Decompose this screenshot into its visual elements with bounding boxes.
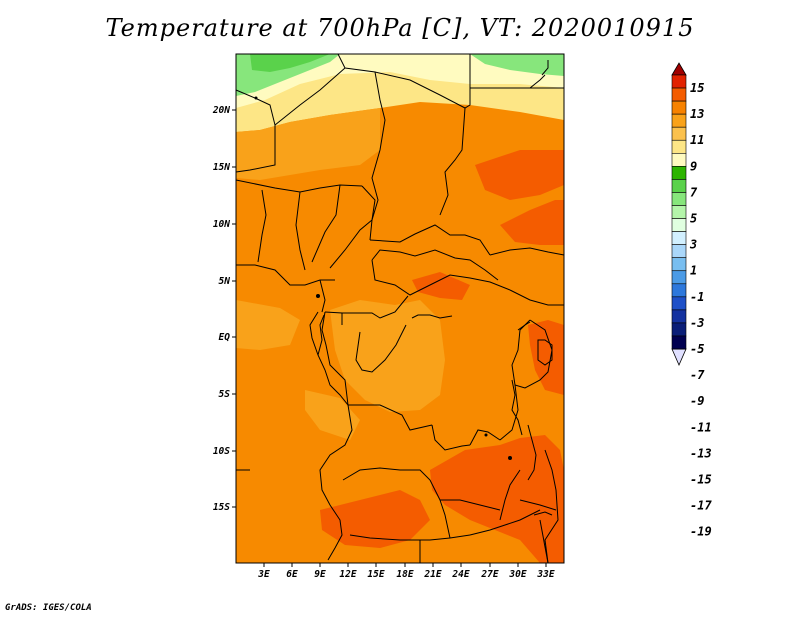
warm-patch-south-east (430, 435, 564, 563)
lat-tick-label: 10S (213, 446, 230, 457)
lon-tick-label: 33E (536, 569, 554, 580)
longitude-axis: 3E 6E 9E 12E 15E 18E 21E 24E 27E 30E 33E (257, 563, 555, 580)
warm-patch-south-central (320, 490, 430, 548)
warm-patch-sudan (475, 150, 564, 200)
warm-patch-ethiopia (500, 200, 564, 245)
colorbar-swatch (671, 218, 687, 232)
warm-patch-central (412, 272, 470, 300)
lat-tick-label: 10N (213, 219, 230, 230)
lon-tick-label: 3E (257, 569, 270, 580)
lighter-field-west-africa (236, 108, 380, 180)
colorbar-label: -19 (690, 525, 712, 539)
lon-tick-label: 9E (314, 569, 326, 580)
warm-patch-east-africa (528, 320, 564, 395)
colorbar-label: -7 (690, 368, 705, 382)
colorbar-label: 7 (690, 185, 698, 199)
colorbar-label: 1 (690, 264, 697, 278)
colorbar-label: -17 (690, 499, 712, 513)
lat-tick-label: 20N (212, 105, 230, 116)
colorbar-top-arrow (671, 62, 687, 76)
colorbar: 15 13 11 9 7 5 3 1 -1 -3 -5 -7 -9 -11 -13 -15 -17 -19 (671, 62, 712, 539)
colorbar-swatch (671, 192, 687, 206)
green-band-northeast (470, 54, 564, 76)
colorbar-swatch (671, 244, 687, 258)
map-frame (235, 53, 565, 564)
lon-tick-label: 30E (508, 569, 526, 580)
colorbar-label: -13 (690, 446, 712, 460)
lon-tick-label: 12E (339, 569, 356, 580)
colorbar-swatch (671, 296, 687, 311)
colorbar-swatch (671, 283, 687, 298)
colorbar-label: 9 (690, 159, 697, 173)
colorbar-label: 11 (690, 133, 704, 147)
colorbar-swatch (671, 100, 687, 115)
colorbar-swatch (671, 139, 687, 154)
lat-tick-label: 15N (213, 162, 230, 173)
colorbar-swatch (671, 126, 687, 141)
inland-water-bodies (254, 96, 512, 460)
colorbar-swatch (671, 153, 687, 167)
lighter-field-angola-coast (305, 390, 360, 440)
map-panel (235, 53, 565, 564)
colorbar-label: 15 (690, 81, 704, 95)
lon-tick-label: 24E (451, 569, 469, 580)
colorbar-label: -1 (690, 290, 704, 304)
colorbar-swatch (671, 335, 687, 350)
colorbar-bottom-arrow (671, 348, 687, 367)
colorbar-label: -5 (690, 342, 704, 356)
lighter-field-gulf-coast (236, 300, 300, 350)
colorbar-label: -9 (690, 394, 704, 408)
grads-credit: GrADS: IGES/COLA (5, 603, 92, 613)
pale-band-sahara (236, 54, 564, 108)
lat-tick-label: 5N (219, 276, 231, 287)
latitude-axis: 20N 15N 10N 5N EQ 5S 10S 15S (212, 105, 236, 513)
dark-green-patch (250, 54, 330, 72)
colorbar-label: -3 (690, 316, 704, 330)
colorbar-swatch (671, 309, 687, 324)
colorbar-swatch (671, 179, 687, 193)
lon-tick-label: 18E (396, 569, 413, 580)
colorbar-label: 13 (690, 107, 704, 121)
lon-tick-label: 15E (367, 569, 384, 580)
colorbar-label: 3 (689, 238, 697, 252)
lon-tick-label: 6E (286, 569, 298, 580)
lat-tick-label: EQ (219, 332, 231, 343)
lon-tick-label: 21E (423, 569, 441, 580)
country-borders (235, 53, 565, 564)
colorbar-swatch (671, 166, 687, 180)
colorbar-label: -11 (690, 420, 712, 434)
colorbar-swatch (671, 322, 687, 337)
colorbar-swatch (671, 231, 687, 245)
colorbar-swatch (671, 205, 687, 219)
colorbar-swatch (671, 87, 687, 102)
colorbar-swatch (671, 270, 687, 285)
lon-tick-label: 27E (480, 569, 498, 580)
lat-tick-label: 15S (213, 502, 230, 513)
chart-title: Temperature at 700hPa [C], VT: 202001091… (105, 14, 695, 42)
colorbar-swatch (671, 74, 687, 89)
lat-tick-label: 5S (219, 389, 231, 400)
colorbar-label: 5 (690, 212, 697, 226)
colorbar-swatch (671, 257, 687, 272)
colorbar-swatch (671, 113, 687, 128)
colorbar-label: -15 (690, 473, 712, 487)
